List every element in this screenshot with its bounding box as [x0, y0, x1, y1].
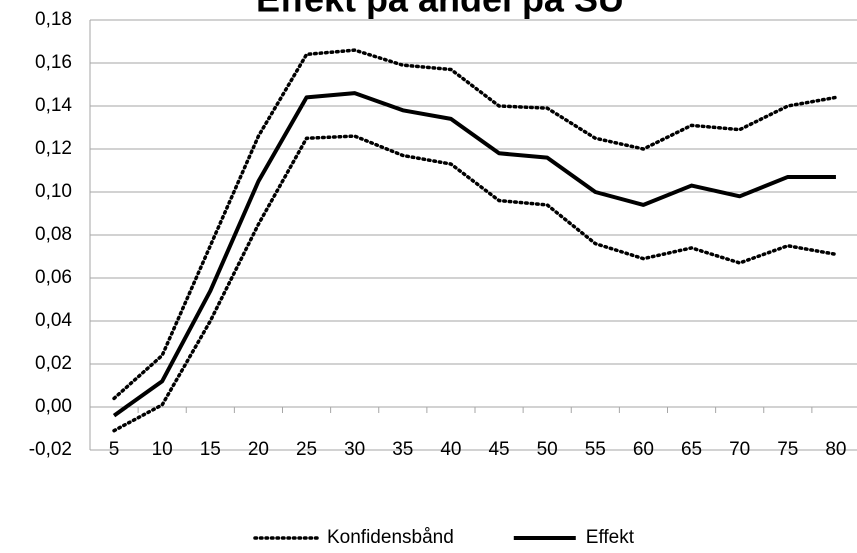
x-tick-label: 75 [777, 439, 798, 460]
legend-label: Konfidensbånd [327, 527, 454, 548]
x-tick-label: 50 [537, 439, 558, 460]
legend-label: Effekt [586, 527, 635, 548]
series-line [112, 48, 838, 401]
series-line [112, 91, 836, 418]
y-tick-label: -0,02 [29, 439, 72, 460]
y-tick-label: 0,18 [35, 9, 72, 30]
chart-title: Effekt på andel på SU [256, 0, 624, 20]
y-tick-label: 0,06 [35, 267, 72, 288]
x-tick-label: 20 [248, 439, 269, 460]
y-tick-label: 0,02 [35, 353, 72, 374]
x-tick-label: 65 [681, 439, 702, 460]
x-tick-label: 45 [488, 439, 509, 460]
y-tick-label: 0,10 [35, 181, 72, 202]
x-tick-label: 40 [440, 439, 461, 460]
x-tick-label: 70 [729, 439, 750, 460]
x-tick-label: 80 [825, 439, 846, 460]
y-tick-label: 0,14 [35, 95, 72, 116]
x-tick-label: 10 [152, 439, 173, 460]
series-line [112, 134, 838, 433]
y-tick-label: 0,08 [35, 224, 72, 245]
y-tick-label: 0,00 [35, 396, 72, 417]
x-tick-label: 15 [200, 439, 221, 460]
x-tick-label: 25 [296, 439, 317, 460]
x-tick-label: 30 [344, 439, 365, 460]
x-tick-label: 60 [633, 439, 654, 460]
y-tick-label: 0,16 [35, 52, 72, 73]
x-tick-label: 35 [392, 439, 413, 460]
y-tick-label: 0,04 [35, 310, 72, 331]
y-tick-label: 0,12 [35, 138, 72, 159]
x-tick-label: 5 [109, 439, 120, 460]
x-tick-label: 55 [585, 439, 606, 460]
